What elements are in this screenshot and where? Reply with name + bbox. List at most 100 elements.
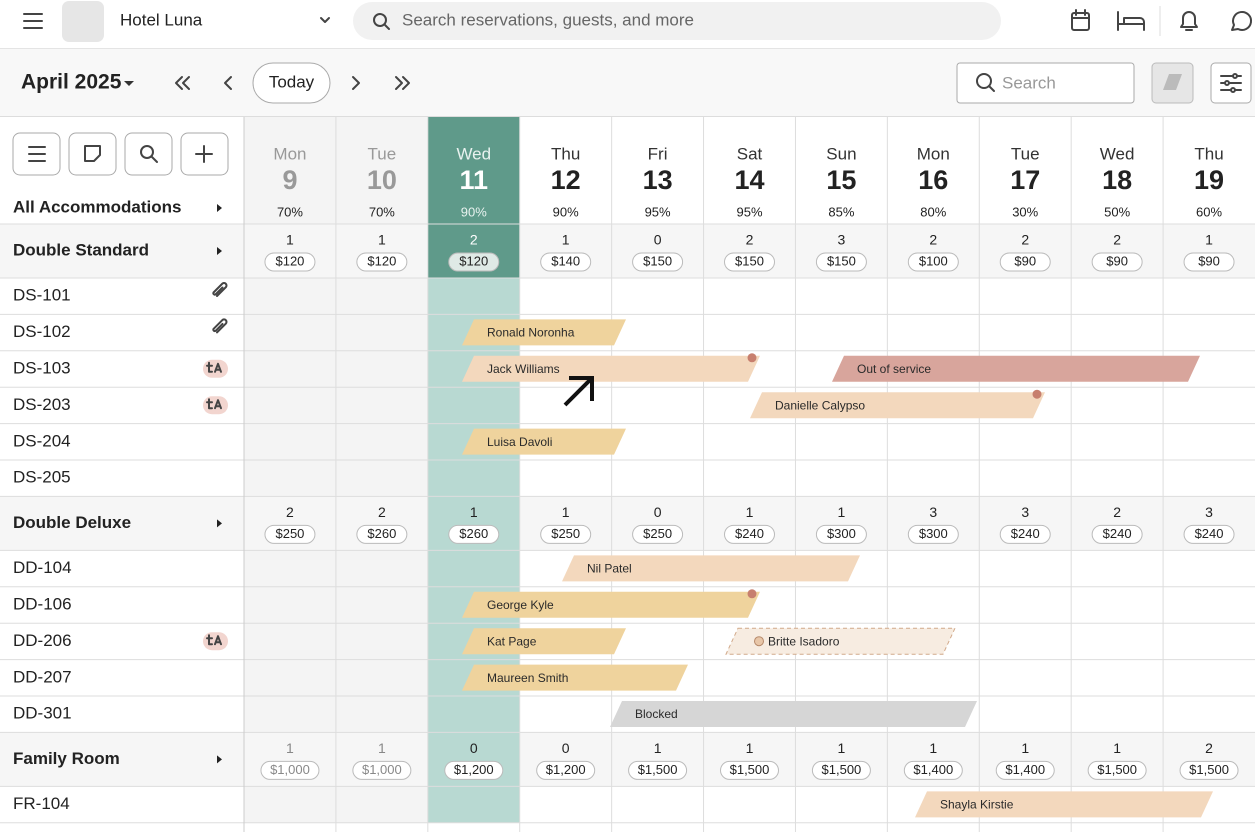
settings-icon [1220,73,1242,93]
room-name[interactable]: DS-103 [13,358,71,377]
guest-name[interactable]: Shayla Kirstie [940,798,1014,812]
next-week[interactable] [395,76,410,90]
cell [795,460,888,497]
available-count: 2 [1205,740,1213,756]
guest-name[interactable]: Kat Page [487,634,537,648]
group-name[interactable]: Family Room [13,749,120,768]
room-name[interactable]: DS-203 [13,395,71,414]
bed-icon[interactable] [1117,11,1145,31]
price-pill [724,252,775,272]
booking-bar[interactable] [462,628,626,655]
cell [611,314,704,351]
room-name[interactable]: DD-207 [13,667,72,686]
room-name[interactable]: DS-204 [13,431,71,450]
available-count: 0 [562,740,570,756]
chat-icon[interactable] [1231,11,1252,31]
cell [1163,550,1255,587]
cell [611,278,704,315]
month-dropdown[interactable] [124,81,134,86]
booking-bar[interactable] [832,355,1200,382]
booking-bar[interactable] [462,355,760,382]
guest-name[interactable]: Luisa Davoli [487,435,552,449]
guest-name[interactable]: Danielle Calypso [775,398,865,412]
cell [979,659,1072,696]
prev-week[interactable] [175,76,190,90]
booking-bar[interactable] [462,319,626,346]
cell [795,659,888,696]
room-name[interactable]: FR-104 [13,794,70,813]
prev-day[interactable] [224,76,232,90]
today-button[interactable] [252,62,331,104]
booking-bar[interactable] [462,428,626,455]
guest-name[interactable]: Out of service [857,362,931,376]
expand-arrow[interactable] [217,247,222,255]
find-button[interactable] [124,132,173,176]
price-pill [1183,524,1235,544]
booking-bar[interactable] [725,627,956,655]
guest-name[interactable]: Britte Isadoro [768,634,840,648]
room-name[interactable]: DD-104 [13,558,72,577]
cell [887,278,980,315]
group-name[interactable]: Double Deluxe [13,513,131,532]
room-name[interactable]: DS-101 [13,286,71,305]
price: $100 [919,253,948,268]
price-pill [264,524,316,544]
cell [887,550,980,587]
occupancy: 90% [461,204,487,219]
price-pill [1091,252,1143,272]
booking-bar[interactable] [462,664,688,691]
guest-name[interactable]: Ronald Noronha [487,326,575,340]
room-name[interactable]: DD-301 [13,704,72,723]
guest-name[interactable]: Maureen Smith [487,671,568,685]
expand-arrow[interactable] [217,204,222,212]
guest-name[interactable]: Jack Williams [487,362,560,376]
guest-name[interactable]: George Kyle [487,598,554,612]
notifications-icon[interactable] [1180,11,1198,31]
hotel-name[interactable]: Hotel Luna [120,10,203,29]
booking-bar[interactable] [750,392,1045,419]
cell [1071,550,1164,587]
group-name[interactable]: Double Standard [13,240,149,259]
available-count: 2 [286,504,294,520]
menu-button[interactable] [23,13,43,29]
note-button[interactable] [68,132,117,176]
all-accommodations[interactable]: All Accommodations [13,197,181,216]
cell [611,387,704,424]
grid-search[interactable] [956,62,1135,104]
price: $300 [827,526,856,541]
room-name[interactable]: DD-106 [13,594,72,613]
weekday: Wed [456,144,491,163]
booking-bar[interactable] [562,555,860,582]
hotel-logo[interactable] [62,1,104,42]
expand-arrow[interactable] [217,755,222,764]
price-pill [999,252,1051,272]
available-count: 2 [929,232,937,248]
language-icon [206,634,222,646]
price: $90 [1198,253,1220,268]
guest-name[interactable]: Nil Patel [587,562,632,576]
next-day[interactable] [352,76,360,90]
price-pill [264,252,316,272]
room-name[interactable]: DD-206 [13,631,72,650]
booking-bar[interactable] [462,591,760,618]
today-label[interactable]: Today [269,72,315,91]
link-icon [212,282,228,297]
cell [335,623,428,660]
price: $1,400 [1005,762,1045,777]
cell [979,278,1072,315]
global-search[interactable] [353,2,1001,40]
room-name[interactable]: DS-205 [13,468,71,487]
available-count: 3 [838,232,846,248]
available-count: 2 [470,232,478,248]
hotel-dropdown[interactable] [320,17,330,23]
guest-name[interactable]: Blocked [635,707,678,721]
booking-bar[interactable] [610,701,977,727]
calendar-icon[interactable] [1071,9,1090,31]
group-row [0,732,244,787]
month-label[interactable]: April 2025 [21,71,122,94]
available-count: 1 [286,232,294,248]
price-pill [1087,760,1147,780]
expand-arrow[interactable] [217,519,222,528]
booking-bar[interactable] [915,791,1213,818]
room-name[interactable]: DS-102 [13,322,71,341]
